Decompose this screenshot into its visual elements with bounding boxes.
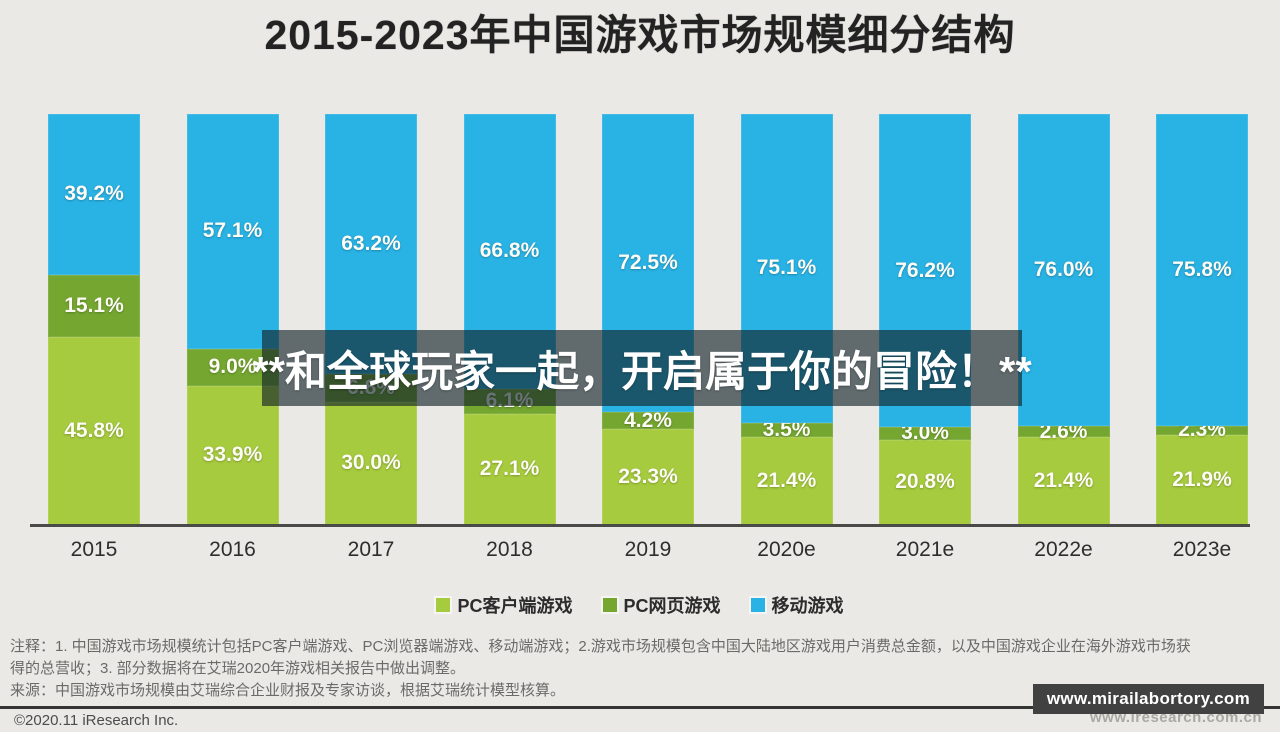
x-axis-label-2016: 2016 <box>209 538 256 561</box>
x-axis-label-2020e: 2020e <box>757 538 816 561</box>
bar-segment-PC网页游戏: 3.5% <box>740 418 833 440</box>
bar-column-2017: 30.0%6.8%63.2%2017 <box>325 114 417 561</box>
bar-segment-PC客户端游戏: 33.9% <box>186 385 279 525</box>
segment-value-label: 72.5% <box>618 251 678 274</box>
bar-column-2016: 33.9% 9.0% 57.1% 2016 <box>186 114 279 561</box>
bar-segment-PC网页游戏: 3.0% <box>879 422 971 444</box>
page-title: 2015-2023年中国游戏市场规模细分结构 <box>264 12 1016 58</box>
segment-value-label: 75.1% <box>756 256 817 280</box>
segment-value-label: 75.8% <box>1172 257 1232 281</box>
chart-plot: 45.8% 15.1% 39.2% 2015 33.9% 9.0% 57.1% 2016 30.… <box>48 113 1248 561</box>
segment-value-label: 66.8% <box>479 239 540 263</box>
legend-label: PC客户端游戏 <box>457 596 573 616</box>
bar-segment-PC客户端游戏: 45.8% <box>48 336 140 525</box>
bar-column-2019: 23.3% 4.2% 72.5% 2019 <box>602 114 694 561</box>
segment-value-label: 76.0% <box>1033 258 1094 282</box>
bar-segment-PC网页游戏: 15.1% <box>48 274 140 337</box>
legend-item-PC网页游戏: PC网页游戏 <box>602 592 721 618</box>
legend-swatch-icon <box>602 598 617 612</box>
bar-column-2015: 45.8% 15.1% 39.2% 2015 <box>48 113 140 561</box>
segment-value-label: 21.4% <box>756 469 817 493</box>
segment-value-label: 9.0% <box>208 355 257 379</box>
watermark-badge: www.mirailabortory.com <box>1032 684 1264 714</box>
bar-segment-PC客户端游戏: 23.3% <box>602 429 694 525</box>
segment-value-label: 63.2% <box>341 231 401 255</box>
bar-segment-PC网页游戏: 2.6% <box>1017 420 1110 442</box>
x-axis-label-2022e: 2022e <box>1034 538 1093 561</box>
x-axis-label-2018: 2018 <box>486 538 533 561</box>
footnotes: 注释：1. 中国游戏市场规模统计包括PC客户端游戏、PC浏览器端游戏、移动端游戏… <box>10 636 1274 702</box>
bar-segment-PC网页游戏: 2.3% <box>1156 419 1248 441</box>
segment-value-label: 27.1% <box>479 457 540 481</box>
watermark-overlay-band: **和全球玩家一起，开启属于你的冒险！** <box>252 330 1032 406</box>
copyright-text: ©2020.11 iResearch Inc. <box>14 712 179 729</box>
footnote-line-3: 来源：中国游戏市场规模由艾瑞综合企业财报及专家访谈，根据艾瑞统计模型核算。 <box>10 682 566 699</box>
bar-segment-移动游戏: 75.8% <box>1156 114 1248 426</box>
bar-column-2022e: 21.4% 2.6% 76.0% 2022e <box>1017 114 1110 561</box>
legend-item-移动游戏: 移动游戏 <box>750 592 844 618</box>
legend-swatch-icon <box>750 598 765 612</box>
bar-segment-PC客户端游戏: 21.4% <box>1017 437 1110 525</box>
segment-value-label: 76.2% <box>895 258 955 282</box>
segment-value-label: 30.0% <box>341 451 401 475</box>
bar-column-2020e: 21.4% 3.5% 75.1% 2020e <box>740 114 833 561</box>
x-axis-label-2023e: 2023e <box>1172 538 1232 561</box>
segment-value-label: 3.5% <box>762 417 811 441</box>
segment-value-label: 3.0% <box>901 421 949 445</box>
legend: PC客户端游戏 PC网页游戏 移动游戏 <box>0 592 1280 618</box>
bar-segment-PC客户端游戏: 20.8% <box>879 439 971 525</box>
legend-label: PC网页游戏 <box>623 596 721 616</box>
x-axis-label-2019: 2019 <box>624 538 672 561</box>
segment-value-label: 39.2% <box>64 182 124 206</box>
legend-item-PC客户端游戏: PC客户端游戏 <box>436 592 573 618</box>
footer-divider <box>0 706 1280 709</box>
bar-segment-PC客户端游戏: 30.0% <box>325 401 417 525</box>
legend-swatch-icon <box>436 598 451 612</box>
bar-segment-PC网页游戏: 4.2% <box>602 408 694 432</box>
segment-value-label: 23.3% <box>618 465 678 489</box>
x-axis-label-2015: 2015 <box>70 538 118 561</box>
segment-value-label: 57.1% <box>202 219 263 243</box>
bar-column-2023e: 21.9% 2.3% 75.8% 2023e <box>1156 114 1248 561</box>
watermark-overlay-text: **和全球玩家一起，开启属于你的冒险！** <box>252 347 1032 395</box>
x-axis-label-2017: 2017 <box>347 538 395 561</box>
legend-label: 移动游戏 <box>771 596 844 616</box>
bar-segment-移动游戏: 57.1% <box>186 114 279 349</box>
bar-segment-移动游戏: 76.0% <box>1017 114 1110 427</box>
bar-segment-PC客户端游戏: 21.9% <box>1156 435 1248 525</box>
x-axis-label-2021e: 2021e <box>895 538 955 561</box>
segment-value-label: 21.4% <box>1033 469 1094 493</box>
bar-segment-PC客户端游戏: 27.1% <box>463 413 556 525</box>
x-axis-line <box>30 524 1250 527</box>
bar-segment-移动游戏: 39.2% <box>48 113 140 275</box>
footnote-line-1: 注释：1. 中国游戏市场规模统计包括PC客户端游戏、PC浏览器端游戏、移动端游戏… <box>10 638 1191 655</box>
segment-value-label: 45.8% <box>64 418 124 442</box>
segment-value-label: 4.2% <box>624 408 672 432</box>
segment-value-label: 33.9% <box>202 443 263 467</box>
segment-value-label: 21.9% <box>1172 468 1232 491</box>
bar-column-2018: 27.1%6.1%66.8%2018 <box>463 114 556 561</box>
segment-value-label: 20.8% <box>895 470 955 494</box>
bar-segment-PC客户端游戏: 21.4% <box>740 437 833 525</box>
footnote-line-2: 得的总营收；3. 部分数据将在艾瑞2020年游戏相关报告中做出调整。 <box>10 660 466 677</box>
bar-column-2021e: 20.8% 3.0% 76.2% 2021e <box>879 114 971 561</box>
segment-value-label: 15.1% <box>64 293 124 317</box>
